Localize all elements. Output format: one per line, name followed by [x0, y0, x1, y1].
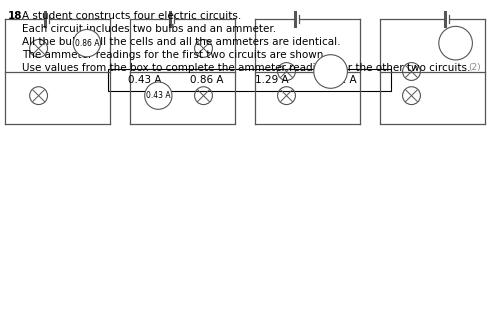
Text: Each circuit includes two bulbs and an ammeter.: Each circuit includes two bulbs and an a…: [22, 24, 276, 34]
Text: The ammeter readings for the first two circuits are shown.: The ammeter readings for the first two c…: [22, 50, 327, 60]
Text: Use values from the box to complete the ammeter readings for the other two circu: Use values from the box to complete the …: [22, 63, 470, 73]
Text: (2): (2): [468, 63, 481, 72]
Bar: [108, 69, 391, 91]
Circle shape: [439, 26, 472, 60]
Text: 0.86 A: 0.86 A: [74, 39, 99, 48]
Circle shape: [144, 82, 172, 109]
Text: 0.86 A: 0.86 A: [190, 75, 224, 85]
Text: 0.43 A: 0.43 A: [146, 91, 171, 100]
Circle shape: [73, 29, 101, 57]
Circle shape: [314, 55, 348, 88]
Text: 1.72 A: 1.72 A: [323, 75, 357, 85]
Text: A student constructs four electric circuits.: A student constructs four electric circu…: [22, 11, 241, 21]
Text: All the bulbs, all the cells and all the ammeters are identical.: All the bulbs, all the cells and all the…: [22, 37, 340, 47]
Text: 18: 18: [8, 11, 22, 21]
Text: 0.43 A: 0.43 A: [128, 75, 162, 85]
Text: 1.29 A: 1.29 A: [255, 75, 289, 85]
